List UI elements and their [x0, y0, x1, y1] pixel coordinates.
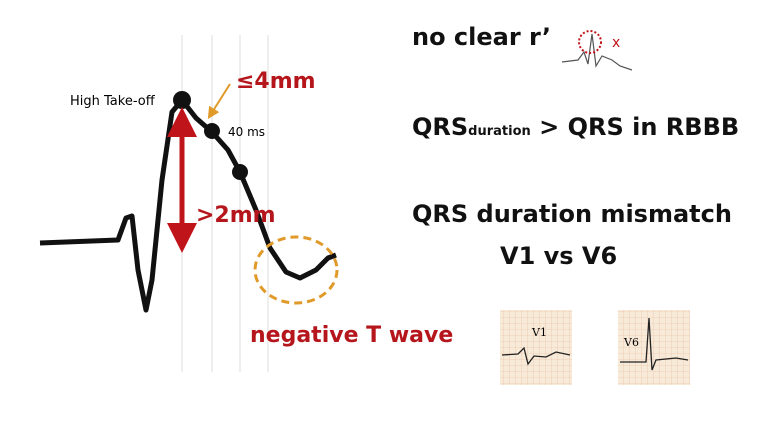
r-prime-mark: x: [612, 35, 620, 51]
v6-label: V6: [623, 336, 639, 349]
duration-rest: > QRS in RBBB: [531, 113, 739, 141]
slope-label: ≤4mm: [236, 69, 316, 94]
ecg-waveform: [39, 97, 337, 313]
time-label: 40 ms: [228, 125, 265, 139]
t-wave-label: negative T wave: [250, 323, 453, 348]
elevation-label: >2mm: [196, 203, 276, 228]
r-prime-icon: [561, 33, 633, 71]
v6-thumbnail: V6: [618, 310, 690, 385]
leads-text: V1 vs V6: [500, 242, 617, 270]
high-takeoff-label: High Take-off: [70, 94, 156, 109]
r-prime-circle: [578, 30, 602, 54]
v1-thumbnail: V1: [500, 310, 572, 385]
duration-base: QRS: [412, 113, 468, 141]
duration-text: QRSduration > QRS in RBBB: [412, 113, 739, 141]
duration-sub: duration: [468, 124, 531, 139]
t-wave-highlight: [253, 235, 339, 305]
key-points: [173, 91, 248, 180]
v1-label: V1: [531, 326, 547, 339]
mismatch-text: QRS duration mismatch: [412, 200, 732, 228]
no-r-prime-text: no clear r’: [412, 23, 551, 51]
slope-arrow: [207, 83, 231, 120]
